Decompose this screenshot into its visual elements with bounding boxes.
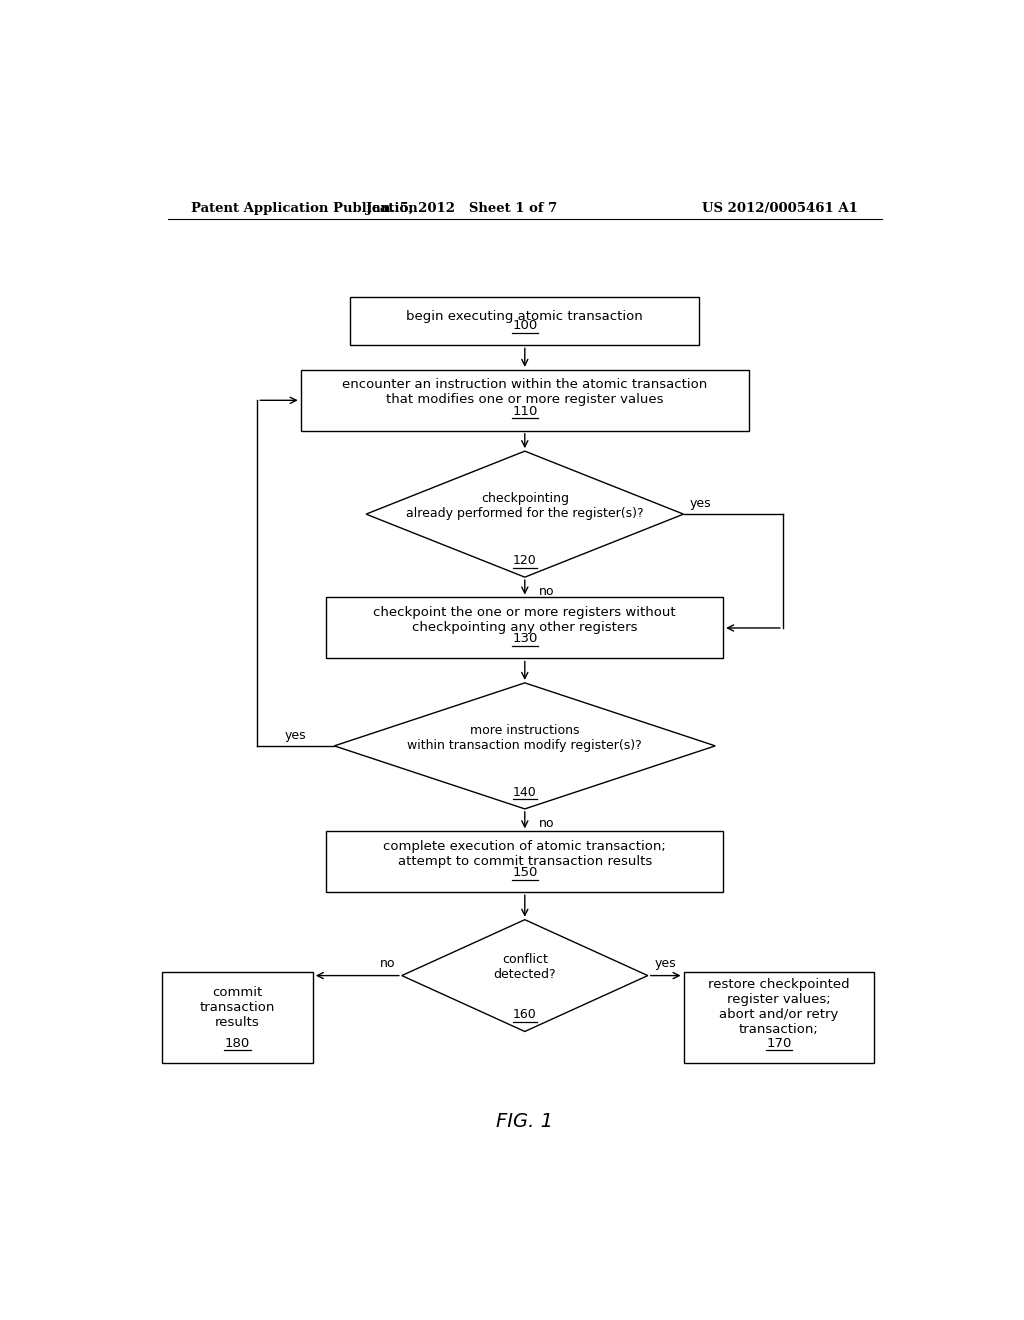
- Text: yes: yes: [654, 957, 676, 970]
- FancyBboxPatch shape: [350, 297, 699, 346]
- Text: 120: 120: [513, 554, 537, 568]
- FancyBboxPatch shape: [327, 598, 723, 659]
- Text: more instructions
within transaction modify register(s)?: more instructions within transaction mod…: [408, 723, 642, 752]
- Text: checkpointing
already performed for the register(s)?: checkpointing already performed for the …: [406, 492, 644, 520]
- Text: no: no: [539, 585, 555, 598]
- FancyBboxPatch shape: [301, 370, 749, 430]
- Text: US 2012/0005461 A1: US 2012/0005461 A1: [702, 202, 858, 215]
- Text: Patent Application Publication: Patent Application Publication: [191, 202, 418, 215]
- Text: begin executing atomic transaction: begin executing atomic transaction: [407, 310, 643, 323]
- FancyBboxPatch shape: [327, 832, 723, 892]
- Text: yes: yes: [690, 498, 712, 511]
- Text: yes: yes: [285, 729, 306, 742]
- Text: no: no: [539, 817, 555, 830]
- Text: checkpoint the one or more registers without
checkpointing any other registers: checkpoint the one or more registers wit…: [374, 606, 676, 634]
- Text: 160: 160: [513, 1008, 537, 1022]
- Text: 180: 180: [225, 1036, 250, 1049]
- Text: complete execution of atomic transaction;
attempt to commit transaction results: complete execution of atomic transaction…: [383, 840, 667, 867]
- Text: 150: 150: [512, 866, 538, 879]
- Text: 110: 110: [512, 405, 538, 417]
- FancyBboxPatch shape: [684, 972, 873, 1063]
- Text: 100: 100: [512, 319, 538, 333]
- Text: encounter an instruction within the atomic transaction
that modifies one or more: encounter an instruction within the atom…: [342, 378, 708, 407]
- Text: commit
transaction
results: commit transaction results: [200, 986, 275, 1028]
- Text: 130: 130: [512, 632, 538, 645]
- Text: no: no: [380, 957, 395, 970]
- Polygon shape: [334, 682, 715, 809]
- Text: 170: 170: [766, 1036, 792, 1049]
- Text: FIG. 1: FIG. 1: [497, 1113, 553, 1131]
- Text: restore checkpointed
register values;
abort and/or retry
transaction;: restore checkpointed register values; ab…: [708, 978, 850, 1036]
- Text: Jan. 5, 2012   Sheet 1 of 7: Jan. 5, 2012 Sheet 1 of 7: [366, 202, 557, 215]
- Polygon shape: [401, 920, 648, 1031]
- Text: 140: 140: [513, 785, 537, 799]
- Polygon shape: [367, 451, 684, 577]
- FancyBboxPatch shape: [162, 972, 313, 1063]
- Text: conflict
detected?: conflict detected?: [494, 953, 556, 982]
